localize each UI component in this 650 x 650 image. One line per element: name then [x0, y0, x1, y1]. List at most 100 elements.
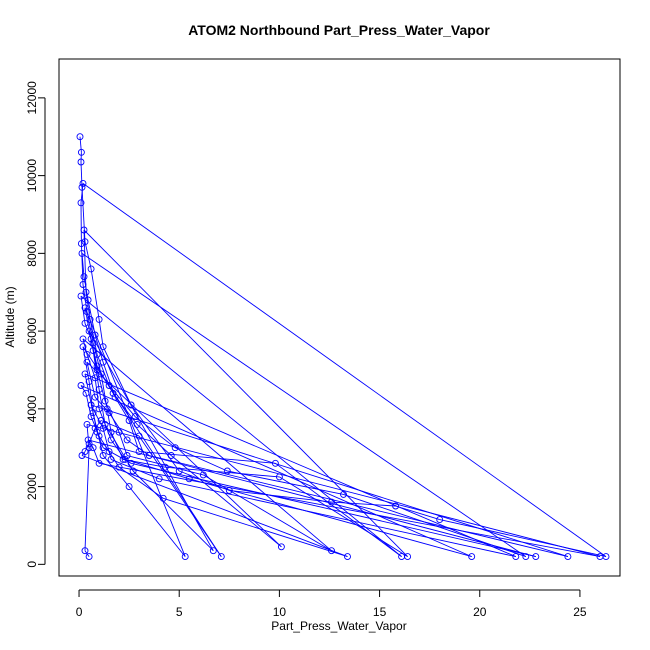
- data-point: [512, 553, 520, 561]
- data-point: [344, 553, 351, 561]
- data-point: [129, 467, 137, 475]
- data-point: [99, 358, 107, 366]
- x-tick-label: 5: [176, 605, 183, 619]
- x-tick-label: 10: [273, 605, 287, 619]
- series-segment: [83, 229, 87, 293]
- series-segment: [163, 497, 348, 558]
- data-point: [77, 199, 85, 207]
- data-point: [596, 553, 604, 561]
- chart-title: ATOM2 Northbound Part_Press_Water_Vapor: [188, 22, 490, 38]
- series-segment: [170, 455, 282, 548]
- data-point: [89, 409, 97, 417]
- data-point: [81, 238, 89, 246]
- x-tick-label: 15: [373, 605, 387, 619]
- x-tick-label: 0: [76, 605, 83, 619]
- series-segment: [229, 490, 332, 503]
- y-tick-label: 2000: [25, 473, 39, 500]
- data-point: [85, 440, 93, 448]
- data-point: [93, 362, 101, 370]
- data-point: [83, 350, 91, 358]
- data-point: [468, 553, 476, 561]
- data-point: [171, 444, 179, 452]
- y-tick-label: 6000: [25, 317, 39, 344]
- data-point: [217, 553, 225, 561]
- data-point: [91, 374, 99, 382]
- data-point: [159, 494, 167, 502]
- series-segment: [149, 455, 569, 558]
- data-point: [135, 432, 143, 440]
- data-point: [79, 335, 87, 343]
- data-point: [105, 382, 113, 389]
- data-point: [277, 543, 285, 551]
- data-point: [81, 370, 89, 378]
- data-point: [91, 424, 99, 432]
- data-point: [522, 553, 530, 561]
- data-point: [99, 424, 107, 432]
- data-point: [123, 452, 131, 459]
- data-point: [127, 401, 135, 409]
- data-point: [101, 420, 109, 428]
- data-point: [93, 428, 101, 436]
- series-segment: [175, 447, 228, 472]
- y-axis-label: Altitude (m): [3, 286, 17, 347]
- series-segment: [81, 451, 86, 456]
- series-segment: [102, 346, 132, 406]
- data-point: [85, 378, 93, 386]
- data-point: [79, 343, 87, 351]
- data-point: [181, 553, 189, 561]
- data-point: [85, 444, 93, 452]
- series-segment: [227, 470, 344, 495]
- data-point: [185, 475, 193, 483]
- data-point: [95, 315, 103, 323]
- data-point: [79, 281, 87, 288]
- data-point: [77, 292, 85, 300]
- series-segment: [106, 408, 112, 433]
- series-segment: [82, 338, 332, 552]
- series-lines: [79, 136, 607, 558]
- data-point: [105, 448, 113, 456]
- data-point: [271, 459, 279, 467]
- data-point: [87, 335, 95, 343]
- data-point: [398, 553, 406, 561]
- series-segment: [84, 373, 516, 558]
- data-point: [340, 490, 347, 498]
- data-point: [123, 436, 131, 444]
- data-point: [81, 304, 89, 312]
- data-point: [95, 405, 103, 413]
- series-segment: [84, 447, 90, 551]
- x-tick-label: 25: [573, 605, 587, 619]
- data-point: [89, 339, 97, 347]
- series-segment: [81, 253, 527, 557]
- series-segment: [203, 474, 332, 552]
- data-point: [328, 498, 335, 506]
- data-point: [95, 385, 103, 393]
- x-axis: 0 5 10 15 20 25: [76, 589, 587, 619]
- series-segment: [279, 476, 408, 557]
- series-segment: [90, 268, 100, 320]
- data-point: [99, 452, 107, 459]
- data-point: [78, 249, 86, 257]
- data-point: [161, 463, 169, 471]
- series-segment: [110, 432, 124, 460]
- data-point: [77, 158, 85, 166]
- series-segment: [83, 229, 408, 557]
- series-segment: [139, 451, 276, 464]
- data-point: [99, 444, 107, 452]
- data-point: [91, 393, 99, 401]
- series-segment: [102, 455, 130, 487]
- data-point: [89, 347, 97, 354]
- series-segment: [80, 385, 87, 394]
- data-point: [77, 148, 85, 156]
- data-point: [225, 487, 233, 494]
- data-point: [85, 553, 93, 561]
- data-point: [105, 409, 113, 417]
- data-point: [115, 463, 123, 471]
- data-point: [125, 483, 133, 491]
- series-segment: [132, 470, 214, 552]
- y-tick-label: 8000: [25, 240, 39, 267]
- data-point: [87, 413, 95, 421]
- x-tick-label: 20: [473, 605, 487, 619]
- data-point: [127, 459, 135, 467]
- series-segment: [90, 404, 569, 558]
- data-point: [81, 448, 89, 456]
